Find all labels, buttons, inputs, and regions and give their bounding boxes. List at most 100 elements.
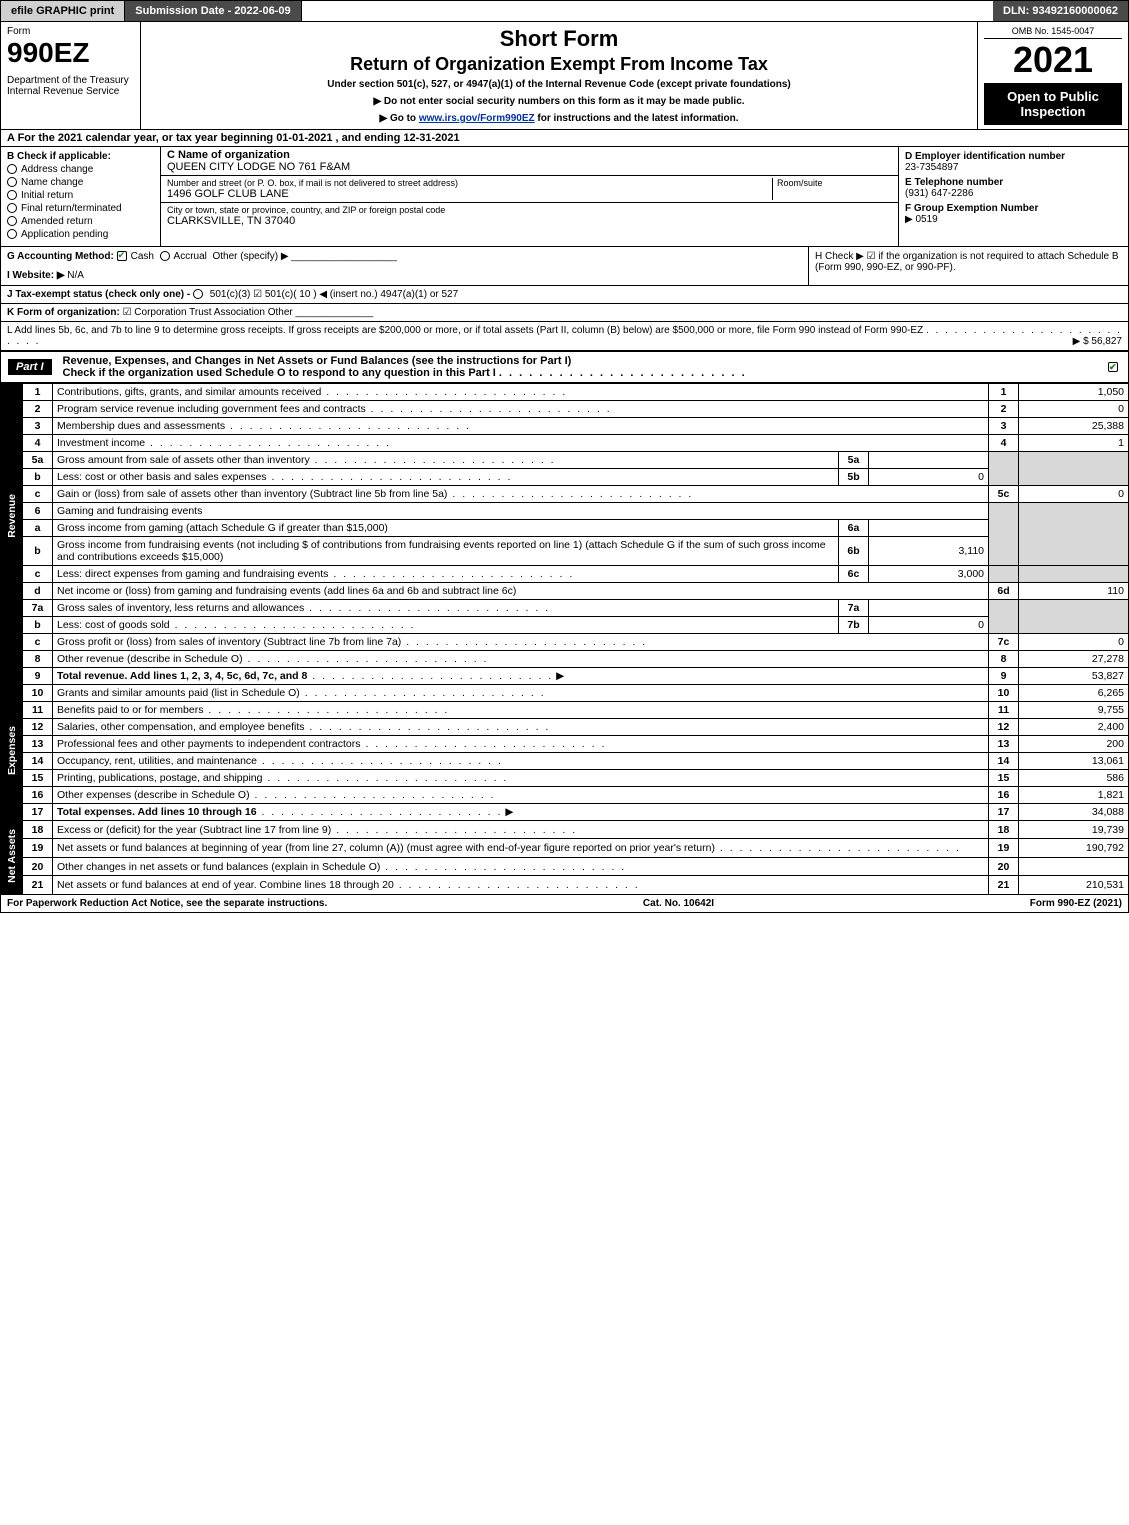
gray-6c	[989, 566, 1019, 583]
e-label: E Telephone number	[905, 177, 1122, 188]
line-16-amt: 1,821	[1019, 787, 1129, 804]
subtitle: Under section 501(c), 527, or 4947(a)(1)…	[147, 79, 971, 90]
line-5c-amt: 0	[1019, 486, 1129, 503]
line-5a-mid: 5a	[839, 452, 869, 469]
i-label: I Website: ▶	[7, 270, 65, 281]
side-net-assets: Net Assets	[1, 821, 23, 895]
line-9-amt: 53,827	[1019, 668, 1129, 685]
line-16-ref: 16	[989, 787, 1019, 804]
line-21-ref: 21	[989, 876, 1019, 894]
line-6a-text: Gross income from gaming (attach Schedul…	[57, 522, 388, 534]
line-6c-text: Less: direct expenses from gaming and fu…	[57, 568, 328, 580]
line-18-num: 18	[23, 821, 53, 839]
line-5a-num: 5a	[23, 452, 53, 469]
line-7c-amt: 0	[1019, 634, 1129, 651]
line-6b-mid: 6b	[839, 537, 869, 566]
g-label: G Accounting Method:	[7, 251, 114, 262]
line-10-amt: 6,265	[1019, 685, 1129, 702]
part1-checkbox[interactable]	[1108, 362, 1118, 372]
line-8-amt: 27,278	[1019, 651, 1129, 668]
j-label: J Tax-exempt status (check only one) -	[7, 289, 190, 300]
chk-address-change[interactable]: Address change	[7, 164, 154, 175]
line-6c-midamt: 3,000	[869, 566, 989, 583]
line-11-num: 11	[23, 702, 53, 719]
chk-amended-return[interactable]: Amended return	[7, 216, 154, 227]
line-7a-num: 7a	[23, 600, 53, 617]
irs-link[interactable]: www.irs.gov/Form990EZ	[419, 113, 535, 124]
line-2-text: Program service revenue including govern…	[57, 403, 366, 415]
org-name-row: C Name of organization QUEEN CITY LODGE …	[161, 147, 898, 176]
line-19-ref: 19	[989, 839, 1019, 857]
chk-final-return[interactable]: Final return/terminated	[7, 203, 154, 214]
street-label: Number and street (or P. O. box, if mail…	[167, 178, 772, 188]
chk-cash[interactable]	[117, 251, 127, 261]
l-text: L Add lines 5b, 6c, and 7b to line 9 to …	[7, 325, 923, 336]
city-value: CLARKSVILLE, TN 37040	[167, 215, 892, 227]
room-label: Room/suite	[777, 178, 892, 188]
city-label: City or town, state or province, country…	[167, 205, 892, 215]
phone-value: (931) 647-2286	[905, 188, 1122, 199]
line-17-text: Total expenses. Add lines 10 through 16	[57, 806, 257, 818]
line-16-num: 16	[23, 787, 53, 804]
header-mid: Short Form Return of Organization Exempt…	[141, 22, 978, 129]
gray-6	[989, 503, 1019, 566]
line-7a-text: Gross sales of inventory, less returns a…	[57, 602, 304, 614]
line-20-ref: 20	[989, 857, 1019, 875]
org-name: QUEEN CITY LODGE NO 761 F&AM	[167, 161, 892, 173]
line-7b-midamt: 0	[869, 617, 989, 634]
gray-5	[989, 452, 1019, 486]
line-13-amt: 200	[1019, 736, 1129, 753]
line-3-ref: 3	[989, 418, 1019, 435]
line-12-amt: 2,400	[1019, 719, 1129, 736]
chk-name-change[interactable]: Name change	[7, 177, 154, 188]
section-j: J Tax-exempt status (check only one) - 5…	[0, 286, 1129, 304]
line-6b-midamt: 3,110	[869, 537, 989, 566]
chk-initial-return[interactable]: Initial return	[7, 190, 154, 201]
line-15-ref: 15	[989, 770, 1019, 787]
footer-catno: Cat. No. 10642I	[643, 898, 714, 909]
side-rev2	[1, 651, 23, 685]
line-7c-num: c	[23, 634, 53, 651]
line-8-ref: 8	[989, 651, 1019, 668]
line-3-amt: 25,388	[1019, 418, 1129, 435]
line-5a-midamt	[869, 452, 989, 469]
line-8-text: Other revenue (describe in Schedule O)	[57, 653, 243, 665]
line-15-text: Printing, publications, postage, and shi…	[57, 772, 262, 784]
k-options: ☑ Corporation Trust Association Other	[123, 307, 293, 318]
department-label: Department of the Treasury Internal Reve…	[7, 75, 134, 97]
line-6a-num: a	[23, 520, 53, 537]
form-number: 990EZ	[7, 37, 134, 69]
chk-501c3[interactable]	[193, 289, 203, 299]
street-value: 1496 GOLF CLUB LANE	[167, 188, 772, 200]
line-12-ref: 12	[989, 719, 1019, 736]
line-10-num: 10	[23, 685, 53, 702]
website-value: N/A	[67, 270, 84, 281]
part1-checkline: Check if the organization used Schedule …	[63, 367, 496, 379]
f-label: F Group Exemption Number	[905, 203, 1122, 214]
chk-accrual[interactable]	[160, 251, 170, 261]
part1-label: Part I	[7, 358, 53, 376]
line-17-ref: 17	[989, 804, 1019, 821]
form-label: Form	[7, 26, 134, 37]
line-4-ref: 4	[989, 435, 1019, 452]
line-9-num: 9	[23, 668, 53, 685]
line-7a-mid: 7a	[839, 600, 869, 617]
header-right: OMB No. 1545-0047 2021 Open to Public In…	[978, 22, 1128, 129]
line-6d-ref: 6d	[989, 583, 1019, 600]
line-14-amt: 13,061	[1019, 753, 1129, 770]
line-1-text: Contributions, gifts, grants, and simila…	[57, 386, 321, 398]
ssn-warning: ▶ Do not enter social security numbers o…	[147, 96, 971, 107]
line-5c-num: c	[23, 486, 53, 503]
tax-year: 2021	[984, 39, 1122, 81]
efile-print-button[interactable]: efile GRAPHIC print	[1, 1, 125, 21]
line-7b-mid: 7b	[839, 617, 869, 634]
chk-application-pending[interactable]: Application pending	[7, 229, 154, 240]
line-7c-text: Gross profit or (loss) from sales of inv…	[57, 636, 401, 648]
line-5b-midamt: 0	[869, 469, 989, 486]
inspection-badge: Open to Public Inspection	[984, 83, 1122, 125]
l-amount: ▶ $ 56,827	[1073, 336, 1122, 347]
goto-line: ▶ Go to www.irs.gov/Form990EZ for instru…	[147, 113, 971, 124]
line-21-amt: 210,531	[1019, 876, 1129, 894]
line-4-text: Investment income	[57, 437, 145, 449]
line-6-num: 6	[23, 503, 53, 520]
